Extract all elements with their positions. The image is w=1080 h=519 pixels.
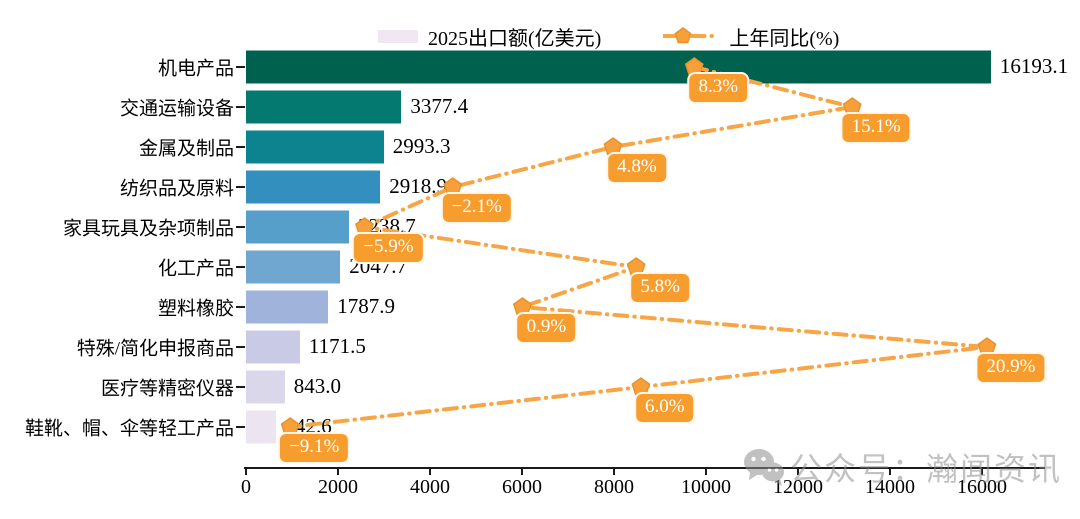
x-axis-tick-label: 0 [241,476,251,498]
yoy-percent-label: 8.3% [687,72,750,104]
bar [246,290,329,324]
x-axis-tick-label: 2000 [318,476,358,498]
x-axis-tick [613,469,615,475]
yoy-percent-label: −9.1% [277,432,351,464]
y-axis-tick [236,306,245,308]
category-label: 医疗等精密仪器 [100,378,234,400]
yoy-percent-label: 20.9% [975,352,1047,384]
bar-value-label: 2993.3 [392,134,451,158]
y-axis-tick [236,346,245,348]
bar-value-label: 16193.1 [999,54,1069,78]
category-label: 特殊/简化申报商品 [76,338,234,360]
category-label: 塑料橡胶 [157,298,234,320]
category-label: 机电产品 [157,58,234,80]
y-axis-tick [236,266,245,268]
category-label: 化工产品 [157,258,234,280]
legend-line-label: 上年同比(%) [729,27,840,50]
y-axis-tick [236,226,245,228]
y-axis-tick [236,386,245,388]
y-axis-tick [236,146,245,148]
x-axis-tick-label: 10000 [681,476,731,498]
legend-bar-label: 2025出口额(亿美元) [428,27,602,50]
yoy-percent-label: 5.8% [629,272,691,304]
legend: 2025出口额(亿美元) 上年同比(%) [378,22,839,50]
bar [246,50,991,84]
category-label: 金属及制品 [138,138,234,160]
yoy-percent-label: 4.8% [606,152,668,184]
x-axis-tick [797,469,799,475]
category-label: 家具玩具及杂项制品 [62,218,234,240]
x-axis-tick-label: 12000 [773,476,823,498]
category-label: 纺织品及原料 [119,178,234,200]
bar [246,90,402,124]
bar [246,130,384,164]
bar-value-label: 1787.9 [337,294,395,318]
x-axis-tick [889,469,891,475]
x-axis-line [244,467,1045,469]
x-axis-tick [337,469,339,475]
legend-bar-swatch [378,29,418,43]
x-axis-tick [521,469,523,475]
bar [246,250,341,284]
x-axis-tick-label: 16000 [957,476,1007,498]
x-axis-tick [429,469,431,475]
x-axis-tick-label: 8000 [594,476,634,498]
yoy-percent-label: 6.0% [634,392,696,424]
y-axis-tick [236,186,245,188]
bar [246,330,300,364]
yoy-percent-label: 0.9% [515,312,578,344]
category-label: 鞋靴、帽、伞等轻工产品 [24,418,234,440]
x-axis-tick [981,469,983,475]
y-axis-tick [236,106,245,108]
x-axis-tick-label: 6000 [502,476,542,498]
legend-line-sample-icon [663,27,720,44]
x-axis-tick [245,469,247,475]
yoy-percent-label: −5.9% [352,232,425,264]
x-axis-tick-label: 14000 [865,476,915,498]
yoy-percent-label: −2.1% [440,192,513,224]
bar-value-label: 3377.4 [410,94,469,118]
y-axis-tick [236,426,245,428]
bar-value-label: 2918.9 [389,174,448,198]
x-axis-tick-label: 4000 [410,476,450,498]
bar [246,170,381,204]
bar-value-label: 1171.5 [308,334,366,358]
category-label: 交通运输设备 [119,98,234,120]
bar [246,210,349,244]
y-axis-tick [236,66,245,68]
yoy-percent-label: 15.1% [840,112,912,144]
bar [246,410,276,444]
bar-value-label: 843.0 [293,374,342,398]
bar [246,370,285,404]
x-axis-tick [705,469,707,475]
